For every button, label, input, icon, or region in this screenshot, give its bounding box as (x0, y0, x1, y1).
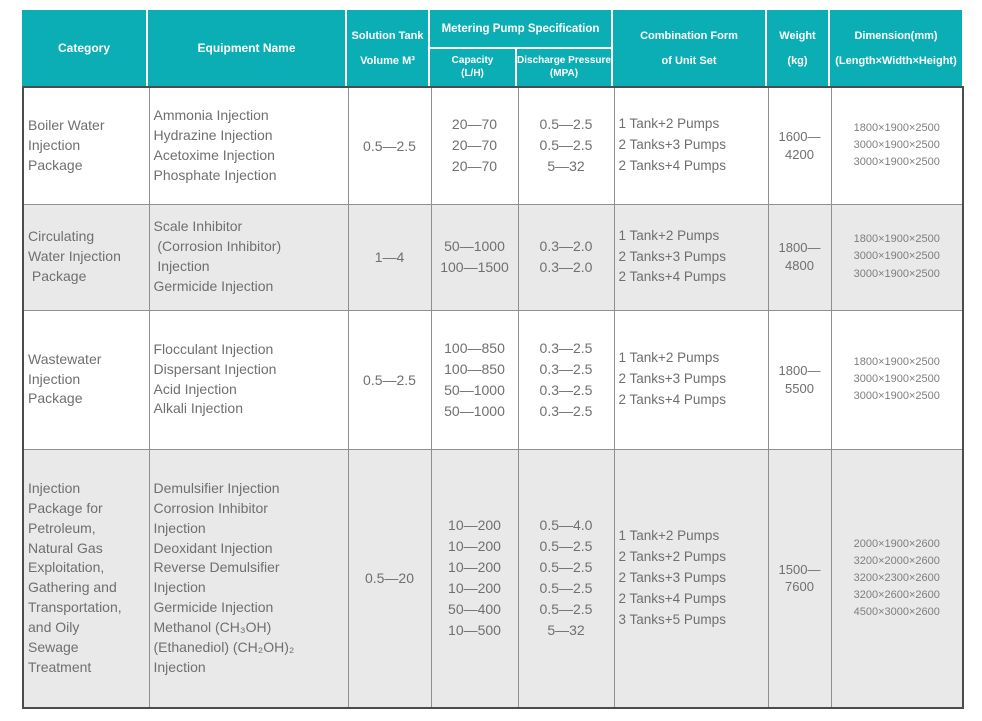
cell-category: Injection Package for Petroleum, Natural Ga… (22, 448, 150, 709)
cell-dimension: 1800×1900×2500 3000×1900×2500 3000×1900×25… (830, 86, 964, 205)
cell-capacity: 20—70 20—70 20—70 (430, 86, 519, 205)
row-petroleum-injection: Injection Package for Petroleum, Natural Ga… (22, 448, 964, 709)
cell-capacity: 10—200 10—200 10—200 10—200 50—400 10—500 (430, 448, 519, 709)
cell-tank-volume: 0.5—2.5 (347, 309, 432, 450)
header-metering-pump-specification: Metering Pump Specification (430, 10, 611, 49)
cell-combination: 1 Tank+2 Pumps 2 Tanks+3 Pumps 2 Tanks+4 P… (613, 203, 769, 311)
header-capacity: Capacity (L/H) (430, 49, 517, 86)
cell-combination: 1 Tank+2 Pumps 2 Tanks+2 Pumps 2 Tanks+3 P… (613, 448, 769, 709)
header-combination-form: Combination Form of Unit Set (613, 10, 767, 86)
cell-discharge-pressure: 0.3—2.0 0.3—2.0 (517, 203, 615, 311)
cell-equipment: Scale Inhibitor (Corrosion Inhibitor) In… (148, 203, 349, 311)
header-dimension: Dimension(mm) (Length×Width×Height) (830, 10, 962, 86)
cell-weight: 1500— 7600 (767, 448, 832, 709)
cell-category: Boiler Water Injection Package (22, 86, 150, 205)
row-boiler-water: Boiler Water Injection Package Ammonia Inj… (22, 86, 964, 205)
cell-weight: 1800— 4800 (767, 203, 832, 311)
cell-category: Circulating Water Injection Package (22, 203, 150, 311)
cell-equipment: Ammonia Injection Hydrazine Injection Acet… (148, 86, 349, 205)
cell-weight: 1600— 4200 (767, 86, 832, 205)
cell-discharge-pressure: 0.3—2.5 0.3—2.5 0.3—2.5 0.3—2.5 (517, 309, 615, 450)
cell-capacity: 50—1000 100—1500 (430, 203, 519, 311)
cell-category: Wastewater Injection Package (22, 309, 150, 450)
cell-dimension: 2000×1900×2600 3200×2000×2600 3200×2300×26… (830, 448, 964, 709)
header-metering-pump-group: Metering Pump Specification Capacity (L/H… (430, 10, 613, 86)
cell-tank-volume: 0.5—2.5 (347, 86, 432, 205)
header-solution-tank-volume: Solution Tank Volume M³ (347, 10, 430, 86)
equipment-spec-table: Category Equipment Name Solution Tank Vol… (22, 10, 964, 709)
header-discharge-pressure: Discharge Pressure (MPA) (517, 49, 611, 86)
cell-tank-volume: 0.5—20 (347, 448, 432, 709)
cell-combination: 1 Tank+2 Pumps 2 Tanks+3 Pumps 2 Tanks+4 P… (613, 309, 769, 450)
cell-dimension: 1800×1900×2500 3000×1900×2500 3000×1900×25… (830, 309, 964, 450)
row-circulating-water: Circulating Water Injection Package Scale… (22, 203, 964, 311)
cell-dimension: 1800×1900×2500 3000×1900×2500 3000×1900×25… (830, 203, 964, 311)
table-body: Boiler Water Injection Package Ammonia Inj… (22, 86, 964, 709)
cell-equipment: Flocculant Injection Dispersant Injection… (148, 309, 349, 450)
header-weight: Weight (kg) (767, 10, 830, 86)
cell-equipment: Demulsifier Injection Corrosion Inhibitor… (148, 448, 349, 709)
header-metering-subrow: Capacity (L/H) Discharge Pressure (MPA) (430, 49, 611, 86)
cell-tank-volume: 1—4 (347, 203, 432, 311)
table-header-row: Category Equipment Name Solution Tank Vol… (22, 10, 962, 86)
cell-discharge-pressure: 0.5—4.0 0.5—2.5 0.5—2.5 0.5—2.5 0.5—2.5 5—32 (517, 448, 615, 709)
header-category: Category (22, 10, 148, 86)
cell-combination: 1 Tank+2 Pumps 2 Tanks+3 Pumps 2 Tanks+4 P… (613, 86, 769, 205)
cell-weight: 1800— 5500 (767, 309, 832, 450)
row-wastewater: Wastewater Injection Package Flocculant In… (22, 309, 964, 450)
cell-discharge-pressure: 0.5—2.5 0.5—2.5 5—32 (517, 86, 615, 205)
header-equipment-name: Equipment Name (148, 10, 347, 86)
cell-capacity: 100—850 100—850 50—1000 50—1000 (430, 309, 519, 450)
